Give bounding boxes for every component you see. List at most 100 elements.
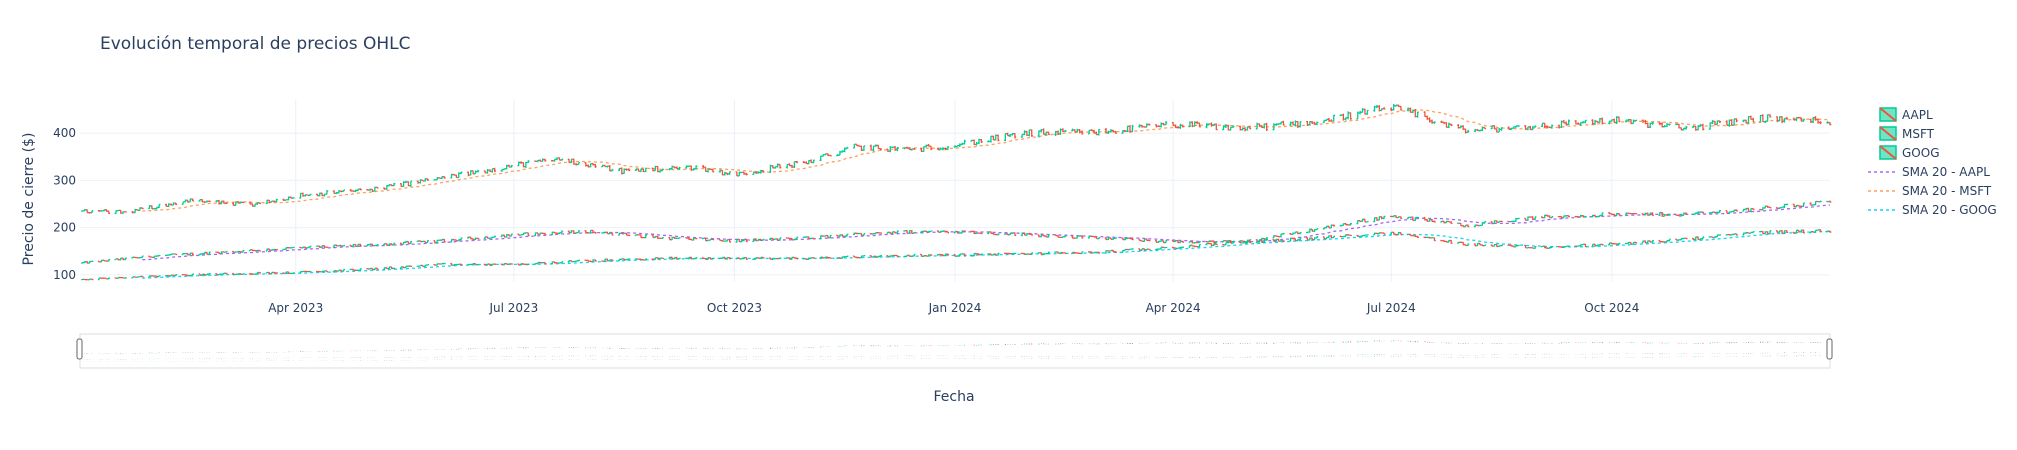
ohlc-bar [1629, 119, 1633, 125]
ohlc-bar [874, 232, 878, 235]
ohlc-bar [1308, 121, 1312, 126]
chart-title: Evolución temporal de precios OHLC [100, 34, 411, 54]
ohlc-bar [594, 259, 597, 262]
ohlc-bar [526, 263, 530, 266]
ohlc-bar [1123, 237, 1127, 241]
slider-handle-left[interactable] [76, 338, 83, 360]
ohlc-bar [1138, 124, 1141, 128]
ohlc-bar [805, 161, 808, 165]
ohlc-bar [1747, 231, 1750, 234]
legend-item-sma-20---msft[interactable]: SMA 20 - MSFT [1868, 184, 1992, 198]
ohlc-bar [821, 256, 825, 259]
ohlc-bar [1660, 122, 1664, 128]
ohlc-bar [1226, 241, 1230, 244]
ohlc-bar [153, 255, 156, 259]
legend-item-goog[interactable]: GOOG [1879, 145, 1940, 160]
ohlc-bar [493, 167, 497, 173]
ohlc-bar [1181, 246, 1185, 249]
ohlc-bar [373, 244, 377, 247]
ohlc-bar [1440, 220, 1443, 223]
ohlc-bar [1322, 227, 1326, 230]
legend[interactable]: AAPL MSFT GOOG SMA 20 - AAPL SMA 20 - MSFT SM… [1868, 107, 1997, 217]
ohlc-bar [706, 239, 710, 242]
ohlc-bar [1476, 129, 1479, 132]
ohlc-bar [1763, 120, 1767, 124]
slider-handle-right[interactable] [1826, 338, 1833, 360]
ohlc-bar [318, 192, 322, 197]
ohlc-bar [1826, 200, 1829, 203]
ohlc-bar [1660, 211, 1664, 217]
ohlc-bar [253, 249, 257, 252]
ohlc-bar [1171, 246, 1175, 249]
ohlc-bar [1272, 239, 1276, 243]
x-tick-label: Oct 2024 [1584, 301, 1639, 315]
ohlc-bar [1584, 119, 1587, 124]
ohlc-bar [929, 145, 933, 151]
range-slider[interactable] [76, 333, 1833, 369]
ohlc-bar [1792, 231, 1796, 234]
ohlc-bar [1668, 123, 1671, 126]
ohlc-bar [349, 189, 353, 192]
ohlc-bar [387, 243, 391, 246]
slider-frame[interactable] [79, 333, 1831, 369]
ohlc-bar [555, 232, 559, 235]
ohlc-bar [399, 242, 403, 245]
ohlc-bar [1238, 241, 1242, 244]
ohlc-bar [896, 147, 899, 152]
ohlc-bar [709, 238, 712, 241]
ohlc-bar [1327, 117, 1331, 122]
ohlc-bar [1461, 225, 1465, 228]
ohlc-bar [1279, 240, 1283, 242]
ohlc-bar [215, 273, 218, 276]
ohlc-bar [1768, 206, 1772, 209]
ohlc-bar [1826, 121, 1829, 124]
ohlc-bar [503, 263, 506, 266]
ohlc-bar [181, 253, 185, 256]
ohlc-bar [541, 158, 544, 162]
ohlc-bar [1478, 224, 1482, 227]
ohlc-bar [471, 238, 475, 241]
ohlc-bar [1811, 231, 1815, 233]
ohlc-bar [785, 257, 789, 259]
ohlc-bar [920, 148, 923, 153]
ohlc-bar [927, 254, 930, 257]
ohlc-bar [567, 158, 571, 164]
ohlc-bar [1557, 245, 1561, 248]
ohlc-bar [1330, 224, 1333, 229]
ohlc-bar [1262, 237, 1266, 240]
legend-item-msft[interactable]: MSFT [1879, 126, 1935, 141]
ohlc-bar [1600, 212, 1604, 217]
ohlc-bar [1171, 239, 1175, 243]
ohlc-bar [1282, 120, 1285, 126]
ohlc-bar [1696, 125, 1700, 131]
ohlc-bar [1531, 216, 1535, 220]
legend-item-sma-20---goog[interactable]: SMA 20 - GOOG [1868, 203, 1997, 217]
ohlc-bar [1783, 203, 1786, 208]
ohlc-bar [81, 261, 84, 264]
ohlc-bar [1430, 119, 1434, 124]
ohlc-bar [421, 240, 425, 243]
legend-item-aapl[interactable]: AAPL [1879, 107, 1933, 122]
ohlc-bar [1198, 122, 1201, 128]
ohlc-bar [217, 199, 221, 205]
ohlc-bar [1591, 119, 1594, 125]
ohlc-bar [119, 257, 123, 261]
ohlc-bar [1123, 129, 1127, 133]
ohlc-bar [656, 165, 660, 173]
ohlc-bar [1565, 245, 1568, 248]
ohlc-bar [644, 258, 648, 261]
ohlc-bar [1279, 121, 1283, 125]
ohlc-bar [325, 246, 329, 248]
ohlc-bar [1109, 249, 1113, 252]
ohlc-bar [1716, 211, 1719, 214]
ohlc-bar [1759, 114, 1762, 123]
ohlc-bar [1500, 244, 1503, 247]
ohlc-bar [838, 257, 842, 259]
ohlc-bar [1483, 127, 1487, 130]
ohlc-bar [335, 191, 338, 195]
ohlc-bar [1634, 213, 1638, 215]
ohlc-bar [251, 249, 254, 252]
ohlc-bar [1157, 125, 1161, 128]
legend-item-sma-20---aapl[interactable]: SMA 20 - AAPL [1868, 165, 1990, 179]
ohlc-bar [1802, 229, 1805, 234]
